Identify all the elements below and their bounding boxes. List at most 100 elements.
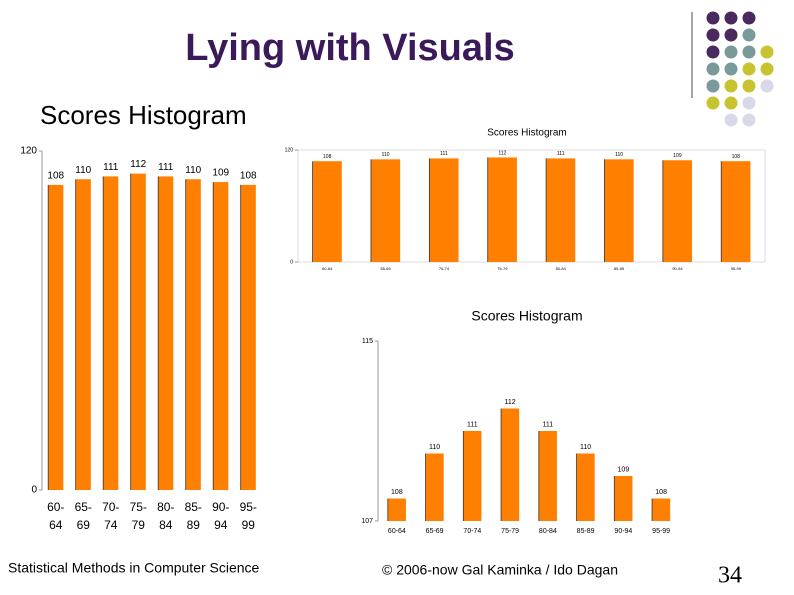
x-tick-label: 75-79 [497,266,508,271]
value-label: 111 [440,151,448,157]
bar [604,159,634,262]
value-label: 108 [47,171,64,182]
dot [742,96,756,110]
bar [463,431,482,521]
bar [487,157,517,262]
bar [370,159,401,262]
x-tick-label-part: 60- [47,500,64,514]
value-label: 112 [505,399,516,406]
bar [538,431,557,521]
decoration [706,11,774,127]
dot [742,28,756,42]
dot [742,113,756,127]
value-label: 108 [732,154,741,160]
y-tick-label: 107 [361,518,373,525]
dot [742,79,756,93]
x-tick-label-part: 90- [212,500,229,514]
x-tick-label: 70-74 [463,528,481,535]
x-tick-label: 90-94 [672,266,683,271]
bar [546,158,576,262]
bar [312,161,342,262]
x-tick-label-part: 99 [242,518,256,532]
x-tick-label: 95-99 [731,266,742,271]
x-tick-label: 80-84 [556,266,567,271]
bar [576,453,595,521]
y-tick-label: 120 [285,147,294,153]
value-label: 108 [323,154,332,160]
dot [706,11,720,25]
bar [158,176,174,491]
footer-center: © 2006-now Gal Kaminka / Ido Dagan [382,562,618,578]
plot-frame [297,149,766,263]
value-label: 110 [615,152,623,158]
bar [425,453,444,521]
x-tick-label-part: 64 [49,518,63,532]
value-label: 111 [467,422,478,429]
dot [724,62,738,76]
x-tick-label-part: 85- [185,500,202,514]
dot [742,62,756,76]
chart-title: Scores Histogram [40,100,247,130]
bar [213,182,229,490]
x-tick-label: 95-99 [652,528,670,535]
y-tick-label: 120 [20,146,37,157]
dot [706,96,720,110]
x-tick-label: 80-84 [157,500,174,532]
x-tick-label: 70-74 [102,500,119,532]
y-tick-label: 115 [362,338,373,345]
dot [742,45,756,59]
bar [721,161,751,262]
bar [75,179,91,490]
value-label: 110 [429,444,440,451]
x-tick-label: 65-69 [75,500,92,532]
x-tick-label-part: 65- [75,500,92,514]
x-tick-label: 60-64 [388,528,406,535]
dot [724,113,738,127]
bar [103,176,119,491]
bar [185,179,201,490]
bar [387,498,406,521]
value-label: 111 [557,151,565,157]
x-tick-label: 90-94 [212,500,229,532]
value-label: 109 [673,153,682,159]
x-tick-label: 60-64 [47,500,64,532]
x-tick-label-part: 74 [104,518,118,532]
bar [501,408,520,521]
x-tick-label-part: 89 [187,518,201,532]
value-label: 111 [103,162,119,173]
dot [760,45,774,59]
slide-title: Lying with Visuals [185,27,514,69]
x-tick-label-part: 95- [240,500,257,514]
value-label: 110 [75,165,91,176]
x-tick-label: 70-74 [439,266,450,271]
x-tick-label: 90-94 [614,528,632,535]
x-tick-label: 85-89 [614,266,625,271]
x-tick-label-part: 69 [77,518,91,532]
x-tick-label-part: 75- [130,500,147,514]
value-label: 108 [655,489,667,496]
value-label: 108 [240,171,257,182]
dot [724,45,738,59]
y-tick-label: 0 [290,259,293,265]
bar [652,498,671,521]
x-tick-label: 75-79 [130,500,147,532]
dot [706,79,720,93]
x-tick-label: 80-84 [539,528,557,535]
bar [662,160,693,262]
value-label: 110 [580,444,591,451]
x-tick-label: 75-79 [501,528,519,535]
value-label: 109 [212,168,229,179]
value-label: 110 [382,152,390,158]
value-label: 109 [618,467,630,474]
bar [130,173,146,490]
value-label: 110 [185,165,201,176]
bar [429,158,459,262]
x-tick-label-part: 94 [214,518,228,532]
x-tick-label: 95-99 [240,500,257,532]
dot [760,79,774,93]
x-tick-label: 85-89 [185,500,202,532]
page-number: 34 [718,563,742,589]
dot [724,79,738,93]
value-label: 112 [130,159,146,170]
